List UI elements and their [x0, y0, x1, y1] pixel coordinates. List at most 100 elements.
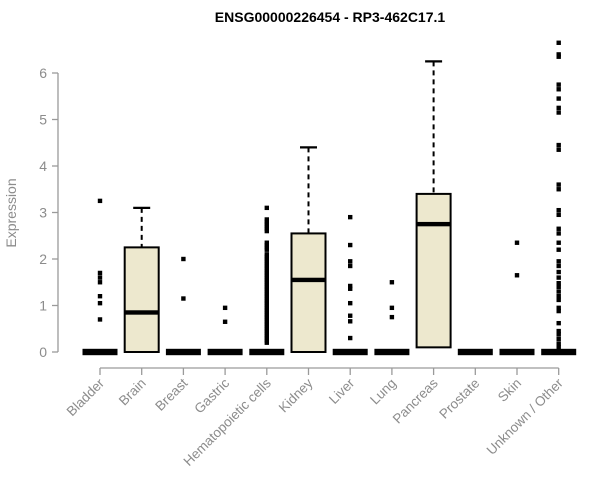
outlier-point: [348, 313, 353, 318]
outlier-point: [97, 280, 103, 285]
outlier-point: [556, 345, 561, 350]
plot-area: [82, 40, 577, 356]
y-tick-label: 5: [39, 112, 47, 128]
outlier-point: [348, 335, 353, 341]
outlier-point: [222, 305, 228, 311]
outlier-point: [264, 296, 269, 301]
outlier-point: [264, 319, 269, 324]
outlier-point: [264, 228, 269, 234]
outlier-point: [264, 328, 269, 334]
outlier-point: [264, 252, 269, 257]
outlier-point: [264, 291, 269, 297]
outlier-point: [556, 259, 561, 264]
outlier-point: [264, 247, 269, 252]
outlier-point: [264, 298, 269, 304]
iqr-box: [415, 192, 452, 349]
outlier-point: [556, 341, 561, 346]
outlier-point: [556, 284, 561, 290]
collapsed-box-median: [499, 348, 535, 356]
median-line: [124, 310, 159, 315]
outlier-point: [389, 305, 395, 311]
collapsed-box-median: [541, 348, 577, 356]
outlier-point: [97, 270, 103, 276]
outlier-point: [556, 105, 561, 111]
outlier-point: [556, 308, 561, 314]
chart-title: ENSG00000226454 - RP3-462C17.1: [215, 9, 446, 25]
outlier-point: [264, 205, 269, 211]
outlier-point: [514, 273, 520, 278]
outlier-point: [264, 305, 269, 311]
iqr-box: [123, 246, 160, 353]
outlier-point: [264, 270, 269, 276]
x-category-label: Bladder: [64, 375, 108, 419]
outlier-point: [97, 294, 103, 299]
outlier-point: [556, 240, 561, 245]
box-group-unknown-other: [541, 40, 577, 356]
x-category-label: Breast: [152, 375, 190, 413]
median-line: [291, 277, 326, 283]
iqr-box: [290, 232, 327, 353]
collapsed-box-median: [249, 348, 285, 356]
median-line: [416, 221, 451, 227]
outlier-point: [264, 338, 269, 343]
outlier-point: [556, 231, 561, 236]
outlier-point: [348, 283, 353, 289]
y-tick-label: 2: [39, 251, 47, 267]
outlier-point: [97, 300, 103, 306]
outlier-point: [556, 110, 561, 115]
x-category-label: Pancreas: [390, 375, 441, 426]
collapsed-box-median: [165, 348, 201, 356]
outlier-point: [556, 247, 561, 252]
outlier-point: [556, 297, 561, 303]
outlier-point: [264, 266, 269, 271]
outlier-point: [264, 254, 269, 259]
x-category-label: Skin: [495, 376, 524, 405]
outlier-point: [264, 261, 269, 266]
outlier-point: [556, 182, 561, 187]
box-group-brain: [123, 206, 160, 353]
outlier-point: [264, 256, 269, 262]
outlier-point: [181, 296, 186, 301]
outlier-point: [556, 269, 561, 275]
x-category-label: Unknown / Other: [484, 375, 567, 458]
outlier-point: [556, 263, 561, 269]
outlier-point: [264, 280, 269, 285]
x-category-label: Prostate: [436, 376, 482, 422]
outlier-point: [264, 303, 269, 308]
outlier-point: [556, 275, 561, 280]
box-group-liver: [332, 214, 368, 356]
outlier-point: [348, 259, 353, 264]
outlier-point: [264, 333, 269, 338]
box-group-pancreas: [415, 60, 452, 349]
outlier-point: [264, 326, 269, 331]
x-category-label: Gastric: [191, 375, 232, 416]
y-axis-label: Expression: [3, 178, 19, 247]
outlier-point: [556, 87, 561, 92]
outlier-point: [264, 273, 269, 278]
outlier-point: [556, 54, 561, 59]
outlier-point: [556, 332, 561, 337]
outlier-point: [97, 275, 103, 280]
y-axis: 0 1 2 3 4 5 6: [39, 65, 59, 360]
outlier-point: [556, 212, 561, 218]
outlier-point: [264, 263, 269, 269]
outlier-point: [264, 300, 269, 306]
outlier-point: [264, 221, 269, 227]
outlier-point: [264, 289, 269, 294]
outlier-point: [264, 317, 269, 322]
outlier-point: [348, 300, 353, 306]
outlier-point: [556, 305, 561, 311]
y-tick-label: 0: [39, 344, 47, 360]
outlier-point: [556, 96, 561, 101]
collapsed-box-median: [374, 348, 410, 356]
outlier-point: [556, 320, 561, 326]
collapsed-box-median: [207, 348, 243, 356]
outlier-point: [264, 224, 269, 229]
outlier-point: [264, 226, 269, 231]
outlier-point: [264, 275, 269, 280]
box-group-prostate: [457, 348, 493, 356]
outlier-point: [97, 198, 103, 204]
outlier-point: [264, 310, 269, 315]
